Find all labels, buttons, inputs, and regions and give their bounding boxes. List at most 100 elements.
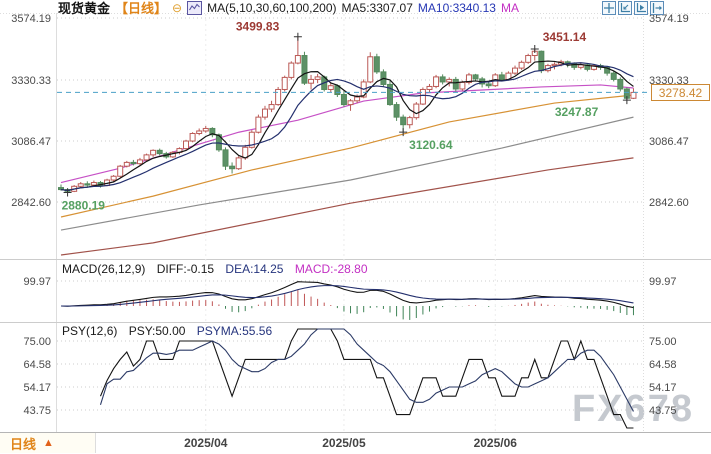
svg-text:99.97: 99.97 <box>649 276 677 288</box>
chart-header: 现货黄金 【日线】 ⊖ MA(5,10,30,60,100,200) MA5:3… <box>58 0 519 16</box>
candle[interactable] <box>617 78 624 90</box>
candle[interactable] <box>433 76 440 87</box>
crosshair-icon[interactable] <box>602 1 616 15</box>
candle[interactable] <box>294 55 301 64</box>
candle[interactable] <box>367 56 374 83</box>
svg-text:3330.33: 3330.33 <box>11 75 51 87</box>
candle[interactable] <box>400 116 407 126</box>
collapse-icon[interactable]: ⊖ <box>172 0 183 15</box>
extreme-marker-icon <box>293 32 302 41</box>
candle[interactable] <box>130 161 137 165</box>
svg-text:43.75: 43.75 <box>23 405 51 417</box>
candle[interactable] <box>110 175 117 181</box>
candle[interactable] <box>459 81 466 90</box>
candle[interactable] <box>472 74 479 80</box>
candle[interactable] <box>215 134 222 151</box>
candle[interactable] <box>222 149 229 167</box>
candle[interactable] <box>261 108 268 118</box>
candle[interactable] <box>512 67 519 74</box>
candle[interactable] <box>255 116 262 133</box>
pan-right-icon[interactable] <box>650 1 664 15</box>
candle[interactable] <box>123 161 130 167</box>
indicator-settings-icon[interactable] <box>187 0 203 15</box>
candle[interactable] <box>156 149 163 155</box>
candle[interactable] <box>308 78 315 84</box>
candle[interactable] <box>604 66 611 74</box>
candle[interactable] <box>426 85 433 90</box>
candle[interactable] <box>189 132 196 142</box>
candle[interactable] <box>288 62 295 78</box>
candle[interactable] <box>281 76 288 90</box>
svg-text:2842.60: 2842.60 <box>649 197 689 209</box>
candle[interactable] <box>268 104 275 110</box>
candle[interactable] <box>571 63 578 68</box>
diff-line <box>60 281 634 309</box>
candle[interactable] <box>196 130 203 134</box>
candle[interactable] <box>630 91 637 99</box>
candle[interactable] <box>314 76 321 80</box>
ma10-value-label: MA10:3340.13 <box>417 0 496 15</box>
candle[interactable] <box>84 183 91 186</box>
svg-text:3120.64: 3120.64 <box>409 138 453 152</box>
candle[interactable] <box>340 94 347 106</box>
candle[interactable] <box>373 56 380 73</box>
candle[interactable] <box>413 103 420 119</box>
svg-text:3499.83: 3499.83 <box>236 20 280 34</box>
svg-text:3086.47: 3086.47 <box>11 136 51 148</box>
candle[interactable] <box>518 61 525 69</box>
candle[interactable] <box>275 88 282 106</box>
candle[interactable] <box>525 55 532 63</box>
ma100-line <box>60 116 634 231</box>
svg-text:64.58: 64.58 <box>649 359 677 371</box>
candle[interactable] <box>117 165 124 177</box>
x-axis-labels: 2025/04 2025/05 2025/06 <box>184 436 517 450</box>
macd-header: MACD(26,12,9) DIFF:-0.15 DEA:14.25 MACD:… <box>62 262 368 276</box>
dea-line <box>60 284 634 307</box>
candle[interactable] <box>439 76 446 83</box>
candle[interactable] <box>465 74 472 83</box>
candle[interactable] <box>150 149 157 156</box>
candle[interactable] <box>551 63 558 67</box>
extreme-marker-icon <box>399 128 408 137</box>
candle[interactable] <box>406 117 413 126</box>
candle[interactable] <box>301 55 308 84</box>
period-label: 【日线】 <box>115 1 168 16</box>
svg-text:3574.19: 3574.19 <box>649 13 689 25</box>
svg-text:54.17: 54.17 <box>649 382 677 394</box>
period-tab[interactable]: 日线 ▲ <box>0 433 96 453</box>
candle[interactable] <box>183 140 190 150</box>
candle[interactable] <box>202 127 209 132</box>
candle[interactable] <box>452 78 459 90</box>
extreme-marker-icon <box>63 188 72 197</box>
zoom-in-icon[interactable] <box>634 1 648 15</box>
svg-text:2025/06: 2025/06 <box>474 436 518 450</box>
candle[interactable] <box>77 183 84 187</box>
chart-toolbar <box>602 1 664 15</box>
zoom-out-icon[interactable] <box>618 1 632 15</box>
candle[interactable] <box>354 96 361 102</box>
candle[interactable] <box>485 83 492 87</box>
svg-text:99.97: 99.97 <box>23 276 51 288</box>
candle[interactable] <box>248 131 255 148</box>
candle[interactable] <box>498 74 505 80</box>
candle[interactable] <box>347 100 354 106</box>
candle[interactable] <box>393 104 400 118</box>
candle[interactable] <box>419 88 426 105</box>
candle[interactable] <box>242 146 249 159</box>
candle[interactable] <box>446 78 453 83</box>
svg-text:54.17: 54.17 <box>23 382 51 394</box>
candle[interactable] <box>136 159 143 165</box>
candle[interactable] <box>327 85 334 90</box>
candle[interactable] <box>209 127 216 136</box>
extreme-marker-icon <box>622 96 631 105</box>
candle[interactable] <box>610 72 617 80</box>
candle[interactable] <box>90 182 97 186</box>
candle[interactable] <box>229 165 236 170</box>
candle[interactable] <box>235 157 242 170</box>
candle[interactable] <box>143 154 150 161</box>
candle[interactable] <box>387 83 393 106</box>
svg-text:3451.14: 3451.14 <box>543 30 587 44</box>
